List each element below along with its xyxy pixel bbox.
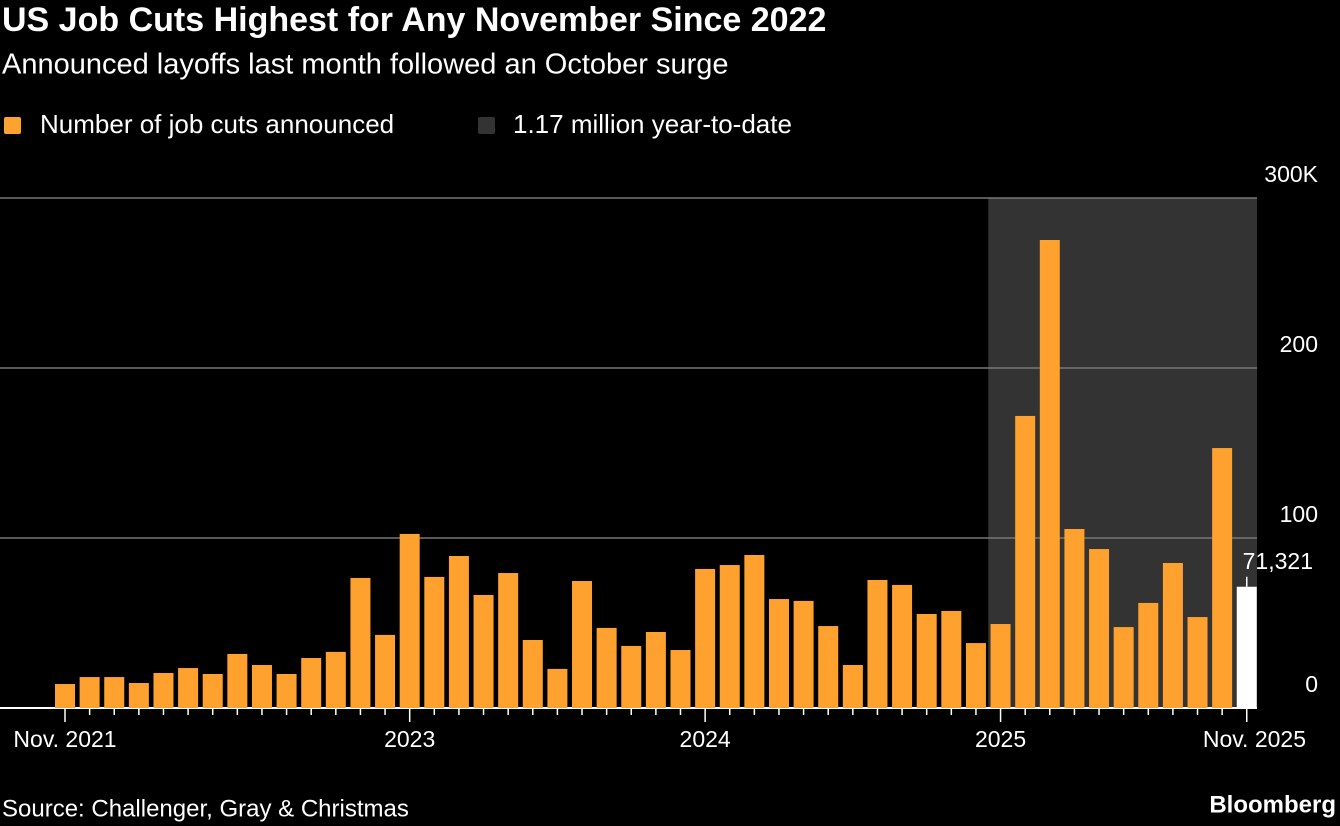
bar xyxy=(1039,239,1060,709)
bar xyxy=(104,677,125,708)
y-tick-label: 200 xyxy=(1280,331,1318,357)
legend-swatch xyxy=(478,117,495,134)
bar xyxy=(1138,602,1159,708)
bar xyxy=(1015,415,1036,708)
legend-swatch xyxy=(4,117,21,134)
bar xyxy=(892,584,913,708)
bar xyxy=(276,674,297,708)
bar xyxy=(768,599,789,708)
bar xyxy=(1236,586,1257,708)
bar xyxy=(695,568,716,708)
bar xyxy=(645,632,666,708)
bar xyxy=(55,684,75,708)
bar xyxy=(424,576,445,708)
bar xyxy=(965,643,986,708)
bar xyxy=(350,577,371,708)
brand: Bloomberg xyxy=(1209,791,1336,818)
y-tick-label: 300K xyxy=(1264,161,1318,187)
bar xyxy=(867,579,888,708)
bar xyxy=(1064,528,1085,708)
bar xyxy=(621,645,642,708)
y-tick-label: 0 xyxy=(1305,671,1318,697)
x-tick-label: 2023 xyxy=(384,726,435,752)
bar xyxy=(128,683,149,708)
legend-label: Number of job cuts announced xyxy=(40,109,394,139)
bar xyxy=(448,556,469,708)
bar xyxy=(719,565,740,708)
x-tick-label: Nov. 2021 xyxy=(13,726,116,752)
bar xyxy=(473,594,494,708)
bar xyxy=(153,672,174,708)
bar xyxy=(178,668,199,708)
bar xyxy=(670,650,691,708)
bar xyxy=(498,573,519,708)
legend-label: 1.17 million year-to-date xyxy=(513,109,792,139)
bar xyxy=(793,600,814,708)
bar xyxy=(301,658,322,708)
bar xyxy=(818,626,839,708)
bar xyxy=(202,674,223,708)
source: Source: Challenger, Gray & Christmas xyxy=(2,795,409,822)
bar xyxy=(1089,549,1110,708)
bar xyxy=(1162,562,1183,708)
bar xyxy=(251,664,272,708)
bar xyxy=(941,610,962,708)
bar xyxy=(1187,617,1208,708)
bar xyxy=(227,653,248,708)
data-label: 71,321 xyxy=(1243,548,1313,574)
bar xyxy=(596,627,617,708)
bar xyxy=(399,533,420,708)
bar xyxy=(547,668,568,708)
bar xyxy=(916,613,937,708)
y-tick-label: 100 xyxy=(1280,501,1318,527)
chart-title: US Job Cuts Highest for Any November Sin… xyxy=(2,1,826,39)
bar xyxy=(1212,448,1233,708)
bar xyxy=(522,640,543,708)
x-tick-label: 2024 xyxy=(680,726,731,752)
bar xyxy=(572,581,593,708)
bar xyxy=(325,651,346,708)
x-tick-label: 2025 xyxy=(975,726,1026,752)
x-tick-label: Nov. 2025 xyxy=(1203,726,1306,752)
chart-subtitle: Announced layoffs last month followed an… xyxy=(2,49,729,81)
bar xyxy=(842,664,863,708)
bar xyxy=(990,624,1011,708)
bar xyxy=(375,634,396,708)
bar xyxy=(1113,627,1134,708)
bar xyxy=(79,677,100,708)
bar xyxy=(744,555,765,708)
